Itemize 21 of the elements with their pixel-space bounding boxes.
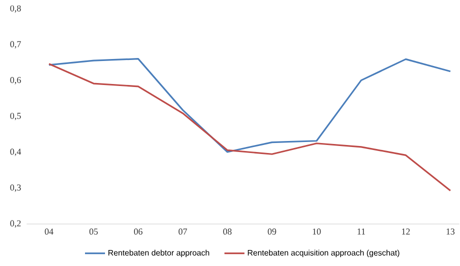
y-tick-label: 0,8 [10, 5, 21, 13]
legend-label: Rentebaten acquisition approach (geschat) [248, 250, 400, 258]
x-tick-label: 08 [223, 228, 232, 235]
legend-label: Rentebaten debtor approach [108, 250, 210, 258]
line-series [48, 63, 452, 192]
x-tick-label: 05 [89, 228, 98, 235]
y-tick-label: 0,5 [10, 112, 21, 120]
x-tick-label: 07 [178, 228, 188, 235]
x-tick-label: 04 [44, 228, 54, 235]
x-tick-label: 12 [402, 228, 410, 234]
y-tick-label: 0,6 [10, 76, 21, 84]
x-tick-label: 11 [358, 228, 365, 234]
x-tick-label: 06 [134, 228, 142, 235]
x-tick-label: 10 [312, 228, 321, 235]
x-tick-label: 09 [268, 228, 276, 235]
y-tick-label: 0,7 [10, 41, 21, 49]
y-tick-label: 0,3 [10, 184, 21, 192]
x-tick-label: 13 [446, 228, 455, 235]
y-tick-label: 0,2 [10, 220, 21, 228]
y-tick-label: 0,4 [10, 148, 22, 156]
line-series [48, 58, 452, 153]
